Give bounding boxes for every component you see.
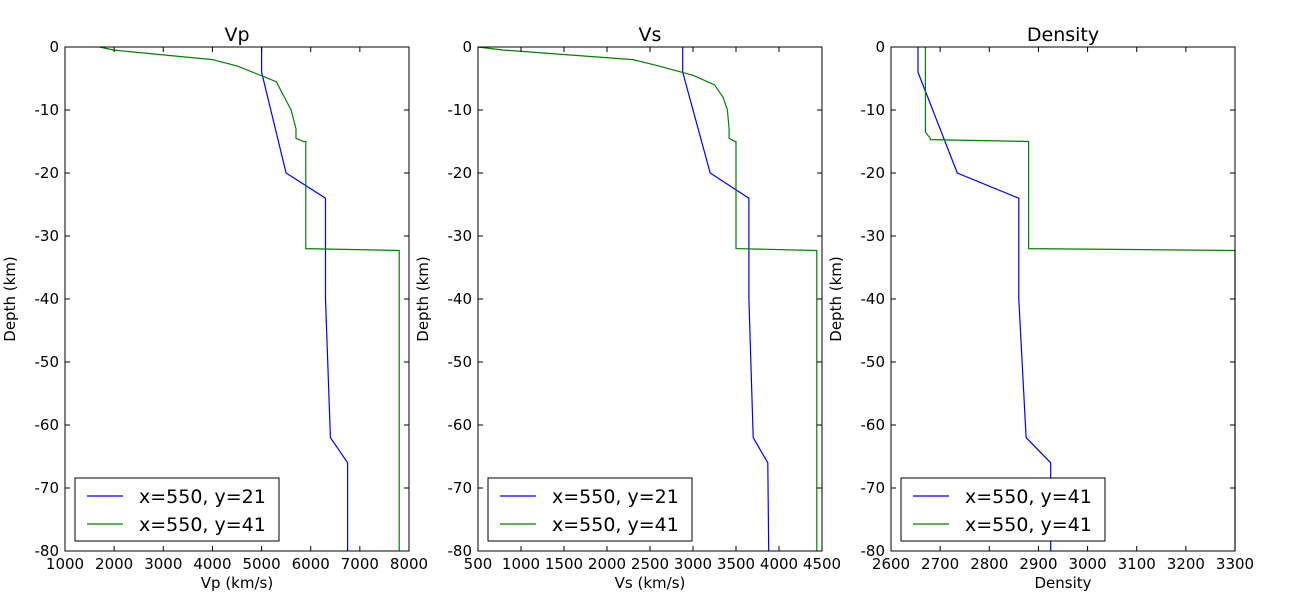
y-tick-label: -80 xyxy=(35,542,60,560)
x-tick-label: 3100 xyxy=(1118,555,1156,573)
y-tick-label: -10 xyxy=(861,101,886,119)
legend-label: x=550, y=41 xyxy=(552,514,679,536)
x-tick-label: 2000 xyxy=(588,555,626,573)
y-tick-label: -20 xyxy=(35,164,60,182)
x-tick-label: 3200 xyxy=(1167,555,1205,573)
y-tick-label: -40 xyxy=(35,290,60,308)
x-tick-label: 3000 xyxy=(674,555,712,573)
y-tick-label: -20 xyxy=(861,164,886,182)
legend-box xyxy=(74,477,280,542)
chart-panel-2: 500 1000 1500 2000 2500 3000 3500 4000 4500 0 -10 -… xyxy=(414,24,841,592)
series-line-1 xyxy=(261,47,349,551)
y-tick-label: -80 xyxy=(448,542,473,560)
legend-box xyxy=(487,477,693,542)
y-tick-label: -70 xyxy=(861,479,886,497)
x-tick-label: 4000 xyxy=(193,555,231,573)
legend: x=550, y=41 x=550, y=41 xyxy=(900,477,1106,542)
x-tick-label: 3500 xyxy=(717,555,755,573)
y-tick-label: -60 xyxy=(448,416,473,434)
x-tick-label: 2500 xyxy=(631,555,669,573)
plot-frame xyxy=(477,46,823,552)
x-axis-label: Density xyxy=(1034,574,1091,592)
y-tick-label: -80 xyxy=(861,542,886,560)
x-tick-label: 2800 xyxy=(970,555,1008,573)
y-tick-label: -50 xyxy=(861,353,886,371)
x-tick-label: 2600 xyxy=(872,555,910,573)
legend-label: x=550, y=41 xyxy=(965,486,1092,508)
legend-label: x=550, y=41 xyxy=(965,514,1092,536)
y-axis-label: Depth (km) xyxy=(827,256,845,341)
y-tick-label: -30 xyxy=(448,227,473,245)
x-tick-label: 2700 xyxy=(921,555,959,573)
plot-frame xyxy=(890,46,1236,552)
y-tick-label: -50 xyxy=(448,353,473,371)
chart-panel-3: 2600 2700 2800 2900 3000 3100 3200 3300 0 -10 -20 -… xyxy=(827,24,1254,592)
x-axis-label: Vs (km/s) xyxy=(615,574,686,592)
y-tick-label: -20 xyxy=(448,164,473,182)
y-tick-label: -70 xyxy=(448,479,473,497)
chart-panel-1: 1000 2000 3000 4000 5000 6000 7000 8000 0 -10 -20 -… xyxy=(1,24,428,592)
x-tick-label: 6000 xyxy=(292,555,330,573)
y-tick-label: -60 xyxy=(861,416,886,434)
y-tick-label: 0 xyxy=(875,38,885,56)
x-tick-label: 500 xyxy=(464,555,493,573)
legend: x=550, y=21 x=550, y=41 xyxy=(487,477,693,542)
x-tick-label: 1500 xyxy=(545,555,583,573)
series-line-2 xyxy=(924,47,1236,551)
chart-title: Vp xyxy=(224,24,249,46)
x-tick-label: 1000 xyxy=(46,555,84,573)
y-axis-label: Depth (km) xyxy=(1,256,19,341)
legend-label: x=550, y=21 xyxy=(139,486,266,508)
x-tick-label: 7000 xyxy=(341,555,379,573)
x-tick-label: 1000 xyxy=(502,555,540,573)
y-tick-label: -30 xyxy=(35,227,60,245)
series-line-2 xyxy=(99,46,400,551)
x-tick-label: 4000 xyxy=(760,555,798,573)
chart-title: Vs xyxy=(639,24,662,46)
legend-box xyxy=(900,477,1106,542)
x-tick-label: 2000 xyxy=(95,555,133,573)
y-tick-label: -10 xyxy=(35,101,60,119)
legend-label: x=550, y=41 xyxy=(139,514,266,536)
series-line-2 xyxy=(477,46,818,551)
x-tick-label: 3300 xyxy=(1216,555,1254,573)
y-tick-label: -10 xyxy=(448,101,473,119)
plot-frame xyxy=(64,46,410,552)
series-line-1 xyxy=(682,47,770,552)
y-axis-label: Depth (km) xyxy=(414,256,432,341)
y-tick-label: -70 xyxy=(35,479,60,497)
x-tick-label: 8000 xyxy=(390,555,428,573)
x-axis-label: Vp (km/s) xyxy=(201,574,273,592)
y-tick-label: 0 xyxy=(462,38,472,56)
y-tick-label: -40 xyxy=(861,290,886,308)
x-tick-label: 2900 xyxy=(1019,555,1057,573)
x-tick-label: 4500 xyxy=(803,555,841,573)
x-tick-label: 3000 xyxy=(1068,555,1106,573)
y-tick-label: -40 xyxy=(448,290,473,308)
y-tick-label: 0 xyxy=(49,38,59,56)
x-tick-label: 5000 xyxy=(242,555,280,573)
y-tick-label: -30 xyxy=(861,227,886,245)
x-tick-label: 3000 xyxy=(144,555,182,573)
legend-label: x=550, y=21 xyxy=(552,486,679,508)
series-line-1 xyxy=(917,47,1052,551)
y-tick-label: -60 xyxy=(35,416,60,434)
chart-title: Density xyxy=(1027,24,1099,46)
legend: x=550, y=21 x=550, y=41 xyxy=(74,477,280,542)
y-tick-label: -50 xyxy=(35,353,60,371)
